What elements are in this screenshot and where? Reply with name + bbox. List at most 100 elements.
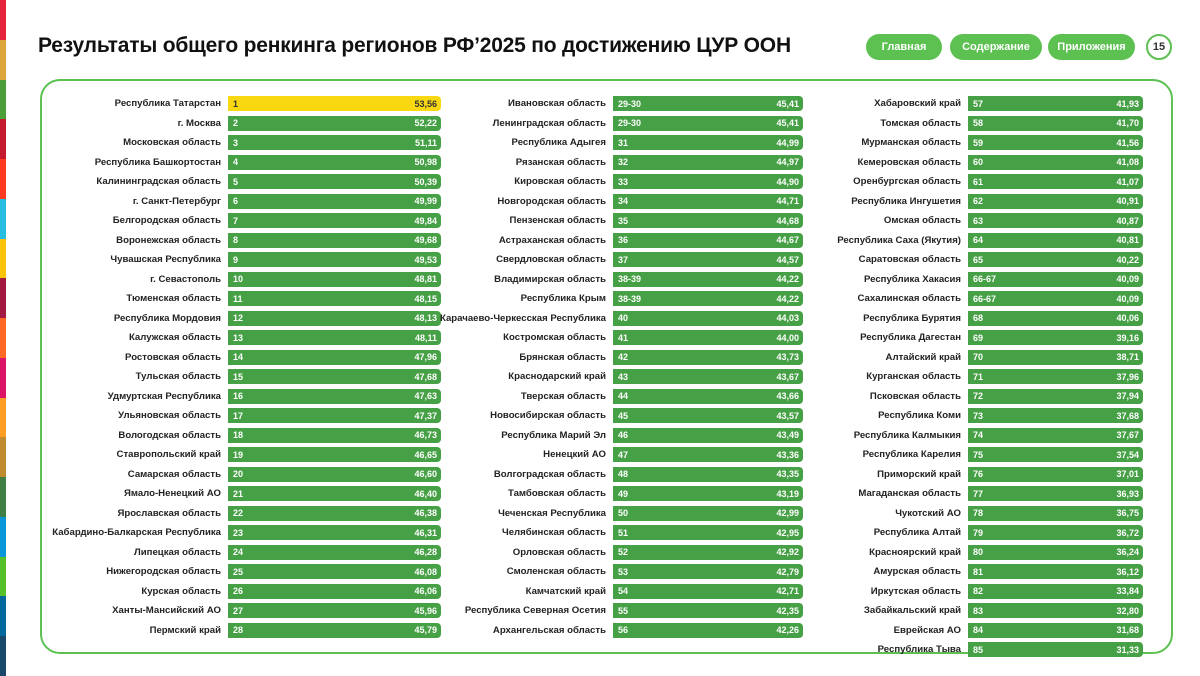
- region-name: Кабардино-Балкарская Республика: [30, 527, 228, 538]
- rank-label: 29-30: [618, 118, 641, 128]
- region-name: Чеченская Республика: [420, 508, 613, 519]
- ranking-row: Курская область 26 46,06: [30, 582, 441, 602]
- score-value: 42,79: [776, 567, 799, 577]
- region-name: Республика Ингушетия: [820, 196, 968, 207]
- region-name: Оренбургская область: [820, 176, 968, 187]
- rank-label: 81: [973, 567, 983, 577]
- ranking-row: Республика Коми 73 37,68: [820, 406, 1143, 426]
- region-name: г. Санкт-Петербург: [30, 196, 228, 207]
- sdg-stripe-segment: [0, 80, 6, 120]
- rank-label: 19: [233, 450, 243, 460]
- ranking-row: Липецкая область 24 46,28: [30, 543, 441, 563]
- region-name: Псковская область: [820, 391, 968, 402]
- ranking-row: Челябинская область 51 42,95: [420, 523, 803, 543]
- ranking-row: Республика Северная Осетия 55 42,35: [420, 601, 803, 621]
- ranking-row: Республика Татарстан 1 53,56: [30, 94, 441, 114]
- score-bar: 10 48,81: [228, 272, 441, 287]
- ranking-row: Калининградская область 5 50,39: [30, 172, 441, 192]
- home-button[interactable]: Главная: [866, 34, 942, 60]
- ranking-row: Брянская область 42 43,73: [420, 348, 803, 368]
- rank-label: 35: [618, 216, 628, 226]
- region-name: Республика Калмыкия: [820, 430, 968, 441]
- score-value: 42,26: [776, 625, 799, 635]
- ranking-row: Псковская область 72 37,94: [820, 387, 1143, 407]
- rank-label: 42: [618, 352, 628, 362]
- score-value: 37,54: [1116, 450, 1139, 460]
- region-name: Ульяновская область: [30, 410, 228, 421]
- sdg-stripe-segment: [0, 40, 6, 80]
- ranking-row: Республика Хакасия 66-67 40,09: [820, 270, 1143, 290]
- score-bar: 45 43,57: [613, 408, 803, 423]
- ranking-row: Республика Башкортостан 4 50,98: [30, 153, 441, 173]
- score-value: 43,49: [776, 430, 799, 440]
- rank-label: 84: [973, 625, 983, 635]
- score-value: 44,03: [776, 313, 799, 323]
- score-bar: 4 50,98: [228, 155, 441, 170]
- sdg-stripe-segment: [0, 398, 6, 438]
- score-value: 37,96: [1116, 372, 1139, 382]
- score-bar: 25 46,08: [228, 564, 441, 579]
- score-bar: 49 43,19: [613, 486, 803, 501]
- rank-label: 38-39: [618, 274, 641, 284]
- region-name: Смоленская область: [420, 566, 613, 577]
- score-value: 43,57: [776, 411, 799, 421]
- region-name: Волгоградская область: [420, 469, 613, 480]
- ranking-row: Ненецкий АО 47 43,36: [420, 445, 803, 465]
- ranking-row: Республика Калмыкия 74 37,67: [820, 426, 1143, 446]
- contents-button[interactable]: Содержание: [950, 34, 1042, 60]
- score-bar: 56 42,26: [613, 623, 803, 638]
- region-name: Пермский край: [30, 625, 228, 636]
- rank-label: 7: [233, 216, 238, 226]
- ranking-row: Республика Саха (Якутия) 64 40,81: [820, 231, 1143, 251]
- ranking-row: Карачаево-Черкесская Республика 40 44,03: [420, 309, 803, 329]
- region-name: Республика Марий Эл: [420, 430, 613, 441]
- score-bar: 44 43,66: [613, 389, 803, 404]
- score-value: 32,80: [1116, 606, 1139, 616]
- score-bar: 59 41,56: [968, 135, 1143, 150]
- rank-label: 47: [618, 450, 628, 460]
- region-name: Республика Бурятия: [820, 313, 968, 324]
- rank-label: 63: [973, 216, 983, 226]
- rank-label: 56: [618, 625, 628, 635]
- region-name: Республика Башкортостан: [30, 157, 228, 168]
- region-name: Республика Дагестан: [820, 332, 968, 343]
- ranking-row: Московская область 3 51,11: [30, 133, 441, 153]
- region-name: Мурманская область: [820, 137, 968, 148]
- score-value: 42,35: [776, 606, 799, 616]
- score-value: 41,08: [1116, 157, 1139, 167]
- score-bar: 23 46,31: [228, 525, 441, 540]
- score-bar: 7 49,84: [228, 213, 441, 228]
- score-bar: 5 50,39: [228, 174, 441, 189]
- rank-label: 82: [973, 586, 983, 596]
- region-name: Республика Карелия: [820, 449, 968, 460]
- region-name: Омская область: [820, 215, 968, 226]
- region-name: Ростовская область: [30, 352, 228, 363]
- score-bar: 40 44,03: [613, 311, 803, 326]
- score-bar: 28 45,79: [228, 623, 441, 638]
- score-value: 43,73: [776, 352, 799, 362]
- score-bar: 52 42,92: [613, 545, 803, 560]
- rank-label: 68: [973, 313, 983, 323]
- rank-label: 74: [973, 430, 983, 440]
- score-bar: 76 37,01: [968, 467, 1143, 482]
- ranking-row: Пензенская область 35 44,68: [420, 211, 803, 231]
- score-bar: 14 47,96: [228, 350, 441, 365]
- score-value: 43,66: [776, 391, 799, 401]
- region-name: Тульская область: [30, 371, 228, 382]
- region-name: Астраханская область: [420, 235, 613, 246]
- score-bar: 20 46,60: [228, 467, 441, 482]
- score-bar: 8 49,68: [228, 233, 441, 248]
- region-name: Камчатский край: [420, 586, 613, 597]
- score-bar: 34 44,71: [613, 194, 803, 209]
- score-value: 36,12: [1116, 567, 1139, 577]
- score-bar: 26 46,06: [228, 584, 441, 599]
- rank-label: 24: [233, 547, 243, 557]
- region-name: Вологодская область: [30, 430, 228, 441]
- score-bar: 81 36,12: [968, 564, 1143, 579]
- appendix-button[interactable]: Приложения: [1048, 34, 1135, 60]
- score-bar: 27 45,96: [228, 603, 441, 618]
- region-name: Тюменская область: [30, 293, 228, 304]
- sdg-stripe-segment: [0, 636, 6, 676]
- score-value: 43,35: [776, 469, 799, 479]
- ranking-row: Иркутская область 82 33,84: [820, 582, 1143, 602]
